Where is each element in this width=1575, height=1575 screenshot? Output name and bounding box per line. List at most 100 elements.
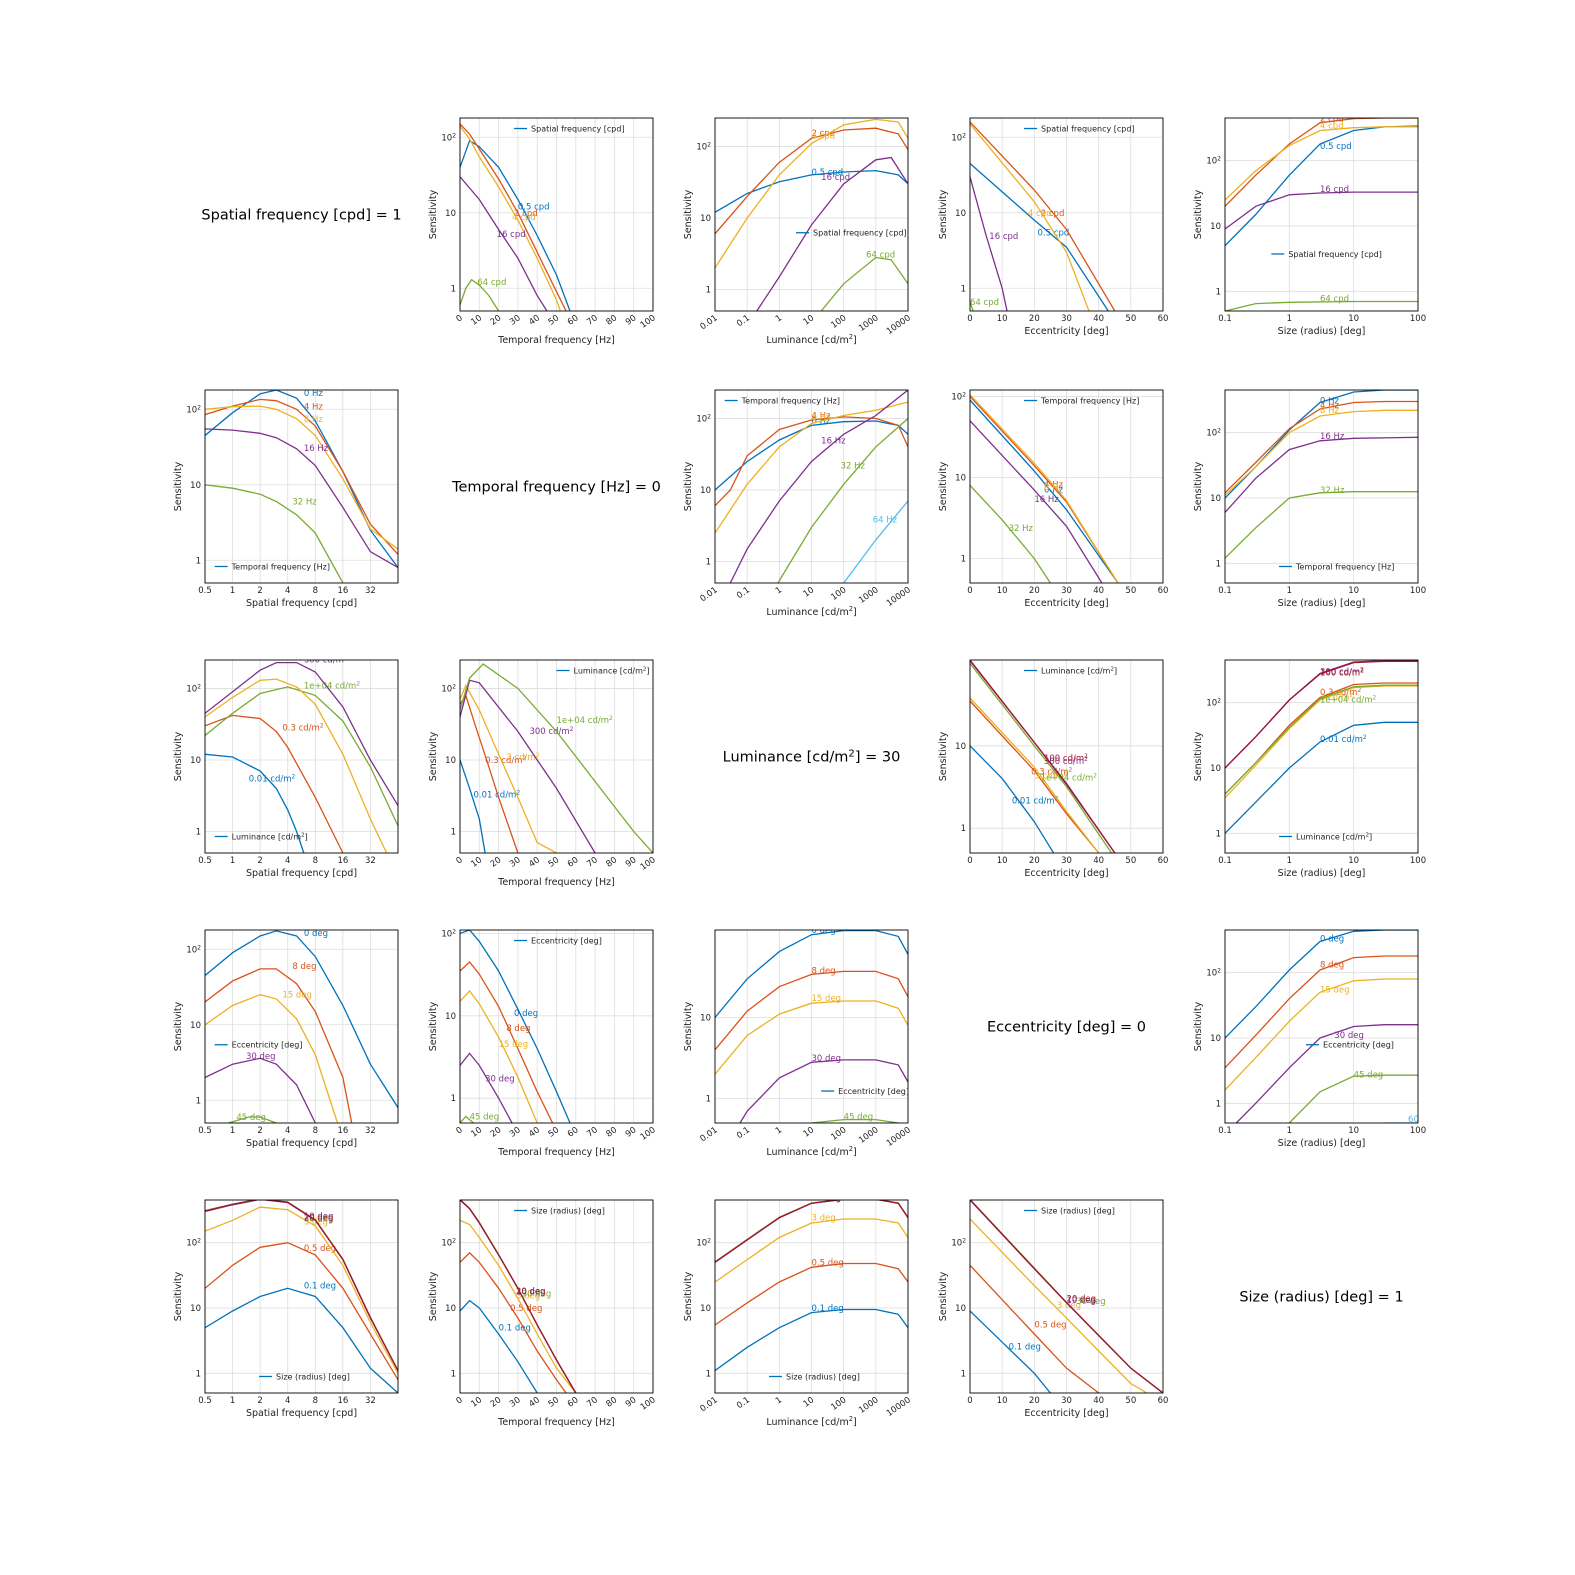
x-tick-label: 60 (1158, 314, 1169, 324)
legend-label: Temporal frequency [Hz] (1040, 397, 1139, 406)
series-label: 0.3 cd/m2 (485, 755, 526, 767)
x-axis-label: Luminance [cd/m2] (766, 605, 856, 618)
series-label: 100 cd/m2 (1044, 753, 1088, 765)
y-axis-label: Sensitivity (683, 1001, 694, 1051)
series-label: 0.1 deg (1009, 1343, 1041, 1353)
series-label: 8 Hz (1320, 406, 1340, 416)
y-tick-label: 10 (700, 1304, 711, 1314)
diagonal-label-tf: Temporal frequency [Hz] = 0 (451, 480, 661, 496)
legend-label: Eccentricity [deg] (232, 1041, 303, 1050)
x-tick-label: 40 (1093, 1396, 1104, 1406)
series-label: 15 deg (1320, 985, 1350, 995)
x-tick-label: 8 (313, 1126, 318, 1136)
series-label: 4 cpd (812, 131, 836, 141)
x-tick-label: 1 (1287, 856, 1292, 866)
x-tick-label: 60 (1158, 586, 1169, 596)
series-label: 0.5 deg (304, 1244, 336, 1254)
series-line (205, 1242, 398, 1381)
series-label: 30 deg (304, 1215, 334, 1225)
y-axis-label: Sensitivity (173, 461, 184, 511)
series-line (970, 700, 1100, 853)
series-label: 16 cpd (821, 173, 850, 183)
x-axis-label: Spatial frequency [cpd] (246, 1408, 357, 1419)
x-tick-label: 10 (469, 855, 484, 869)
axes-frame (1224, 389, 1419, 584)
x-tick-label: 16 (337, 1126, 348, 1136)
y-tick-label: 102 (1206, 427, 1221, 439)
legend-label: Size (radius) [deg] (1041, 1207, 1115, 1216)
x-tick-label: 60 (566, 313, 581, 327)
x-tick-label: 2 (257, 1126, 262, 1136)
x-tick-label: 2 (257, 1396, 262, 1406)
x-tick-label: 100 (1410, 314, 1426, 324)
series-label: 8 Hz (304, 415, 324, 425)
series-line (205, 1287, 398, 1393)
y-tick-label: 102 (441, 132, 456, 144)
series-line (460, 1299, 538, 1393)
axes-frame (714, 1199, 909, 1394)
x-tick-label: 32 (365, 1396, 376, 1406)
series-label: 0.1 deg (304, 1281, 336, 1291)
y-tick-label: 10 (445, 209, 456, 219)
x-tick-label: 40 (1093, 314, 1104, 324)
series-label: 8 Hz (1044, 483, 1064, 493)
y-tick-label: 102 (186, 683, 201, 695)
x-tick-label: 40 (527, 313, 542, 327)
series-label: 300 cd/m2 (1320, 666, 1364, 678)
y-tick-label: 10 (1210, 222, 1221, 232)
y-tick-label: 10 (1210, 494, 1221, 504)
y-tick-label: 1 (1216, 287, 1221, 297)
series-label: 0.5 deg (1034, 1321, 1066, 1331)
series-line (1225, 491, 1418, 559)
x-tick-label: 100 (639, 313, 658, 331)
y-tick-label: 10 (1210, 1034, 1221, 1044)
x-tick-label: 1 (230, 1126, 235, 1136)
y-tick-label: 10 (955, 742, 966, 752)
series-group: 0.01 cd/m2 0.3 cd/m23 cd/m2 300 cd/m2 1e+04… (970, 660, 1116, 853)
y-tick-label: 102 (696, 141, 711, 153)
plot-lum-vs-sf: 0.5 1 2 4 8 16 32 1 10 102 0.01 cd/m2 0.3 cd/m2 1e+0… (173, 659, 399, 879)
series-label: 3 deg (516, 1291, 540, 1301)
x-tick-label: 1 (774, 313, 784, 324)
series-line (205, 390, 398, 568)
x-tick-label: 60 (1158, 856, 1169, 866)
axes-frame (969, 117, 1164, 312)
x-tick-label: 0 (967, 314, 972, 324)
x-tick-label: 0 (455, 1395, 465, 1406)
series-label: 10 deg (304, 1212, 334, 1222)
series-line (205, 484, 344, 583)
series-label: 3 deg (812, 1213, 836, 1223)
x-axis-label: Spatial frequency [cpd] (246, 1138, 357, 1149)
series-label: 15 deg (282, 990, 312, 1000)
x-tick-label: 20 (1029, 1396, 1040, 1406)
diagonal-labels: Spatial frequency [cpd] = 1 Temporal freq… (201, 208, 1403, 1306)
series-label: 45 deg (236, 1113, 266, 1123)
series-label: 1e+04 cd/m2 (557, 714, 614, 726)
x-tick-label: 1 (230, 1396, 235, 1406)
x-axis-label: Eccentricity [deg] (1024, 598, 1108, 609)
x-tick-label: 0.1 (1218, 1126, 1232, 1136)
y-tick-label: 102 (1206, 967, 1221, 979)
y-tick-label: 102 (186, 404, 201, 416)
x-tick-label: 30 (508, 855, 523, 869)
series-line (205, 753, 305, 853)
series-group: 0 deg 8 deg 15 deg 30 deg 45 deg (460, 930, 571, 1123)
x-tick-label: 50 (1125, 314, 1136, 324)
x-tick-label: 0.1 (735, 1125, 752, 1141)
y-tick-label: 1 (706, 1369, 711, 1379)
series-label: 0.5 cpd (1320, 142, 1352, 152)
y-axis-label: Sensitivity (173, 1271, 184, 1321)
series-label: 16 Hz (1034, 495, 1059, 505)
series-line (205, 428, 398, 569)
series-label: 16 Hz (821, 436, 846, 446)
x-tick-label: 90 (624, 1125, 639, 1139)
x-tick-label: 40 (1093, 586, 1104, 596)
series-label: 32 Hz (841, 461, 866, 471)
x-tick-label: 100 (829, 313, 848, 331)
series-line (1225, 955, 1418, 1069)
series-line (205, 1057, 316, 1123)
series-label: 10 deg (1067, 1296, 1097, 1306)
x-tick-label: 1000 (857, 313, 880, 334)
